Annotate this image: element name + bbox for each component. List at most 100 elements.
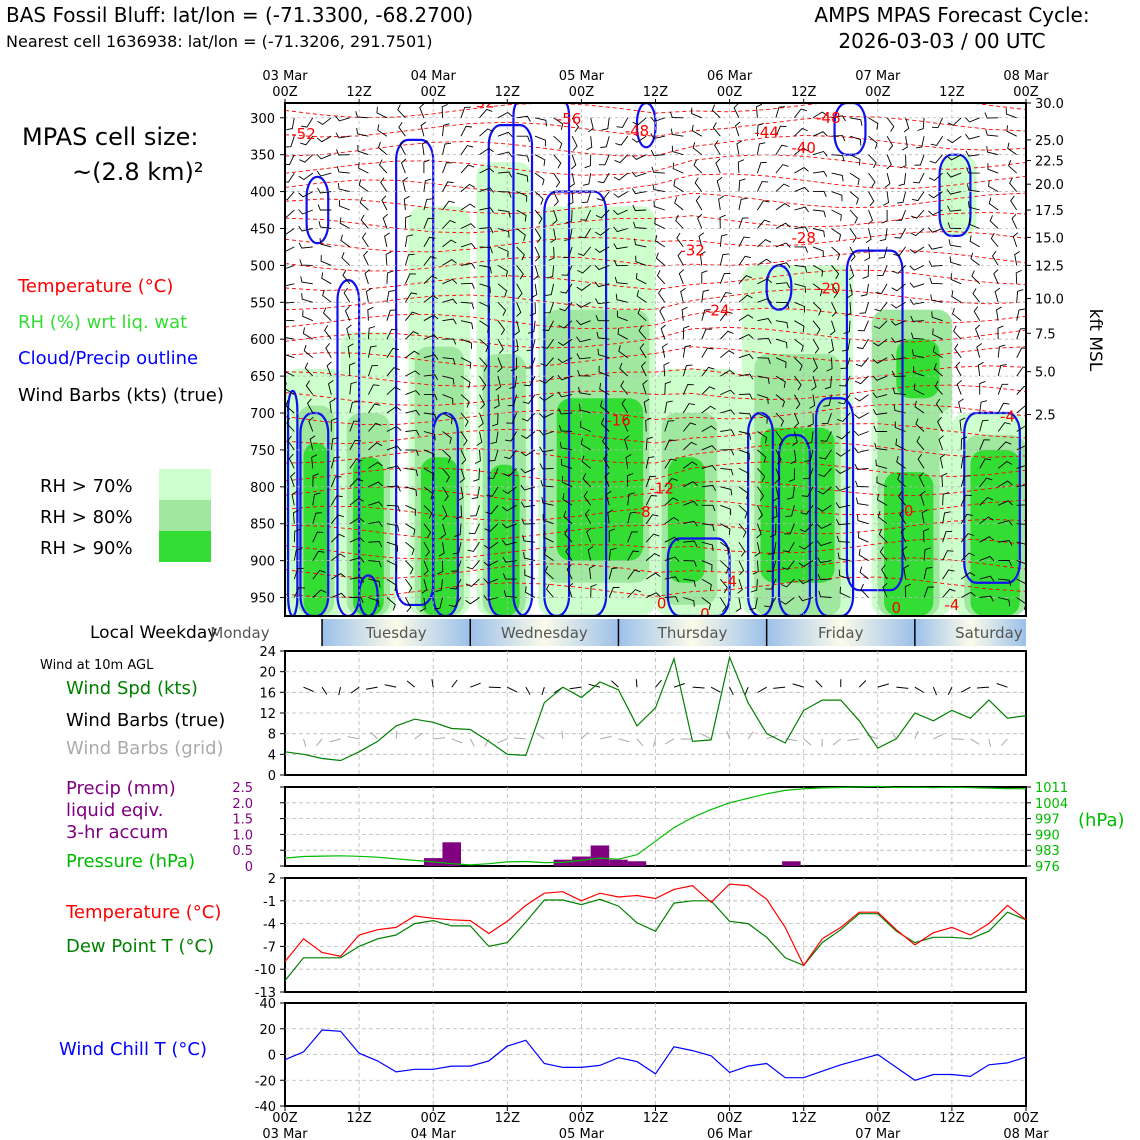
- temp-label-12: -12: [649, 479, 674, 497]
- wind-barb-154: [386, 465, 402, 472]
- grid-barb-8: [433, 737, 446, 740]
- wind-barb-1078: [1016, 578, 1026, 591]
- wind-barb-960: [934, 380, 943, 395]
- wind-barb-703: [775, 125, 787, 137]
- wind-barb-87: [339, 217, 351, 229]
- wind-barb-1070: [1016, 424, 1026, 432]
- wind-barb-892: [901, 136, 908, 151]
- wind-barb-837: [868, 117, 879, 130]
- nearest-cell-subtitle: Nearest cell 1636938: lat/lon = (-71.320…: [6, 32, 433, 51]
- wind-barb-80: [331, 592, 346, 599]
- wind-barb-662: [738, 373, 754, 380]
- wind-barb-17: [286, 417, 295, 432]
- wind-barb-628: [719, 233, 728, 247]
- wind-barb-474: [599, 383, 610, 395]
- wind-barb-129: [368, 501, 383, 507]
- top-tick-hour-0: 00Z: [272, 85, 298, 100]
- true-barb-17: [588, 683, 601, 688]
- wind-barb-883: [875, 459, 888, 469]
- wind-barb-871: [878, 246, 888, 259]
- wind-barb-269: [448, 597, 462, 608]
- wind-barb-971: [942, 588, 956, 598]
- wind-barb-409: [567, 191, 574, 206]
- wind-barb-234: [442, 449, 451, 464]
- wind-barb-925: [909, 246, 925, 254]
- wind-barb-1046: [997, 480, 1013, 488]
- wind-barb-343: [503, 468, 517, 477]
- wind-barb-361: [529, 302, 536, 317]
- wind-barb-947: [929, 154, 943, 164]
- cell-size-value: ~(2.8 km)²: [72, 158, 204, 186]
- wind-barb-110: [357, 144, 369, 156]
- wind-barb-706: [775, 183, 790, 192]
- rh-region-14: [556, 398, 644, 561]
- wind-barb-341: [505, 431, 517, 442]
- wind-barb-920: [914, 154, 925, 166]
- wind-barb-846: [860, 283, 869, 297]
- wind-barb-564: [664, 556, 680, 562]
- wind-barb-719: [775, 431, 783, 446]
- wind-barb-68: [326, 361, 332, 377]
- wind-yaxis-label-1: 4: [268, 748, 276, 763]
- rh90-label: RH > 90%: [40, 538, 133, 559]
- wind-barb-858: [855, 497, 869, 506]
- wind-barb-27: [301, 117, 314, 128]
- top-tick-hour-6: 00Z: [717, 85, 743, 100]
- wind-barb-928: [909, 298, 925, 305]
- wind-barb-232: [442, 412, 453, 425]
- wind-barb-226: [442, 298, 458, 305]
- wind-barb-276: [479, 227, 494, 234]
- wind-barb-362: [527, 320, 536, 334]
- wind-barb-621: [711, 104, 721, 119]
- wind-barb-535: [645, 514, 659, 524]
- wind-barb-92: [344, 306, 351, 321]
- top-tick-date-6: 06 Mar: [707, 69, 753, 84]
- height-tick-label-9: 5.0: [1035, 366, 1056, 381]
- wind-barb-284: [479, 375, 487, 391]
- wind-barb-711: [775, 282, 791, 289]
- wind-barb-1017: [979, 439, 990, 451]
- wind-barb-411: [564, 228, 573, 241]
- wind-barb-1008: [971, 270, 981, 285]
- true-barb-37: [960, 686, 971, 693]
- wind-barb-508: [627, 511, 637, 524]
- pressure-tick-label-7: 650: [250, 370, 275, 385]
- wind-barb-708: [775, 222, 791, 229]
- wind-barb-776: [801, 486, 814, 497]
- wind-barb-1060: [1012, 232, 1019, 248]
- wind-barb-36: [300, 276, 313, 285]
- precip-label: Precip (mm): [66, 778, 176, 799]
- wind-barb-874: [874, 302, 888, 312]
- wind-barb-961: [935, 398, 943, 414]
- wind-barb-909: [895, 438, 906, 451]
- grid-barb-15: [561, 730, 564, 739]
- pressure-tick-label-0: 300: [250, 112, 275, 127]
- wind-barb-629: [719, 253, 729, 266]
- wind-barb-639: [720, 449, 735, 456]
- wind-barb-754: [781, 578, 795, 588]
- wind-barb-587: [683, 481, 698, 488]
- wind-barb-1010: [973, 306, 981, 321]
- wind-barb-1040: [997, 364, 1007, 377]
- wind-barb-823: [840, 357, 851, 369]
- grid-barb-1: [303, 738, 307, 747]
- wind-barb-677: [756, 142, 766, 155]
- wind-barb-614: [701, 484, 716, 491]
- wind-barb-326: [516, 154, 530, 163]
- wind-barb-955: [930, 294, 943, 303]
- wind-barb-229: [442, 357, 456, 365]
- wind-barb-78: [331, 553, 346, 561]
- wind-barb-891: [903, 117, 910, 133]
- wind-barb-204: [423, 394, 438, 401]
- wind-barb-176: [405, 370, 420, 377]
- wind-barb-383: [552, 209, 558, 225]
- wind-barb-159: [386, 560, 398, 572]
- wind-barb-726: [766, 560, 777, 573]
- wind-barb-183: [405, 504, 416, 516]
- precip-grid: [285, 787, 1026, 866]
- wind-barb-517: [631, 188, 647, 195]
- precip-tick-label-1: 0.5: [232, 844, 253, 859]
- wind-barb-157: [386, 523, 400, 532]
- wind-barb-945: [931, 117, 944, 129]
- wind-barb-441: [576, 283, 591, 291]
